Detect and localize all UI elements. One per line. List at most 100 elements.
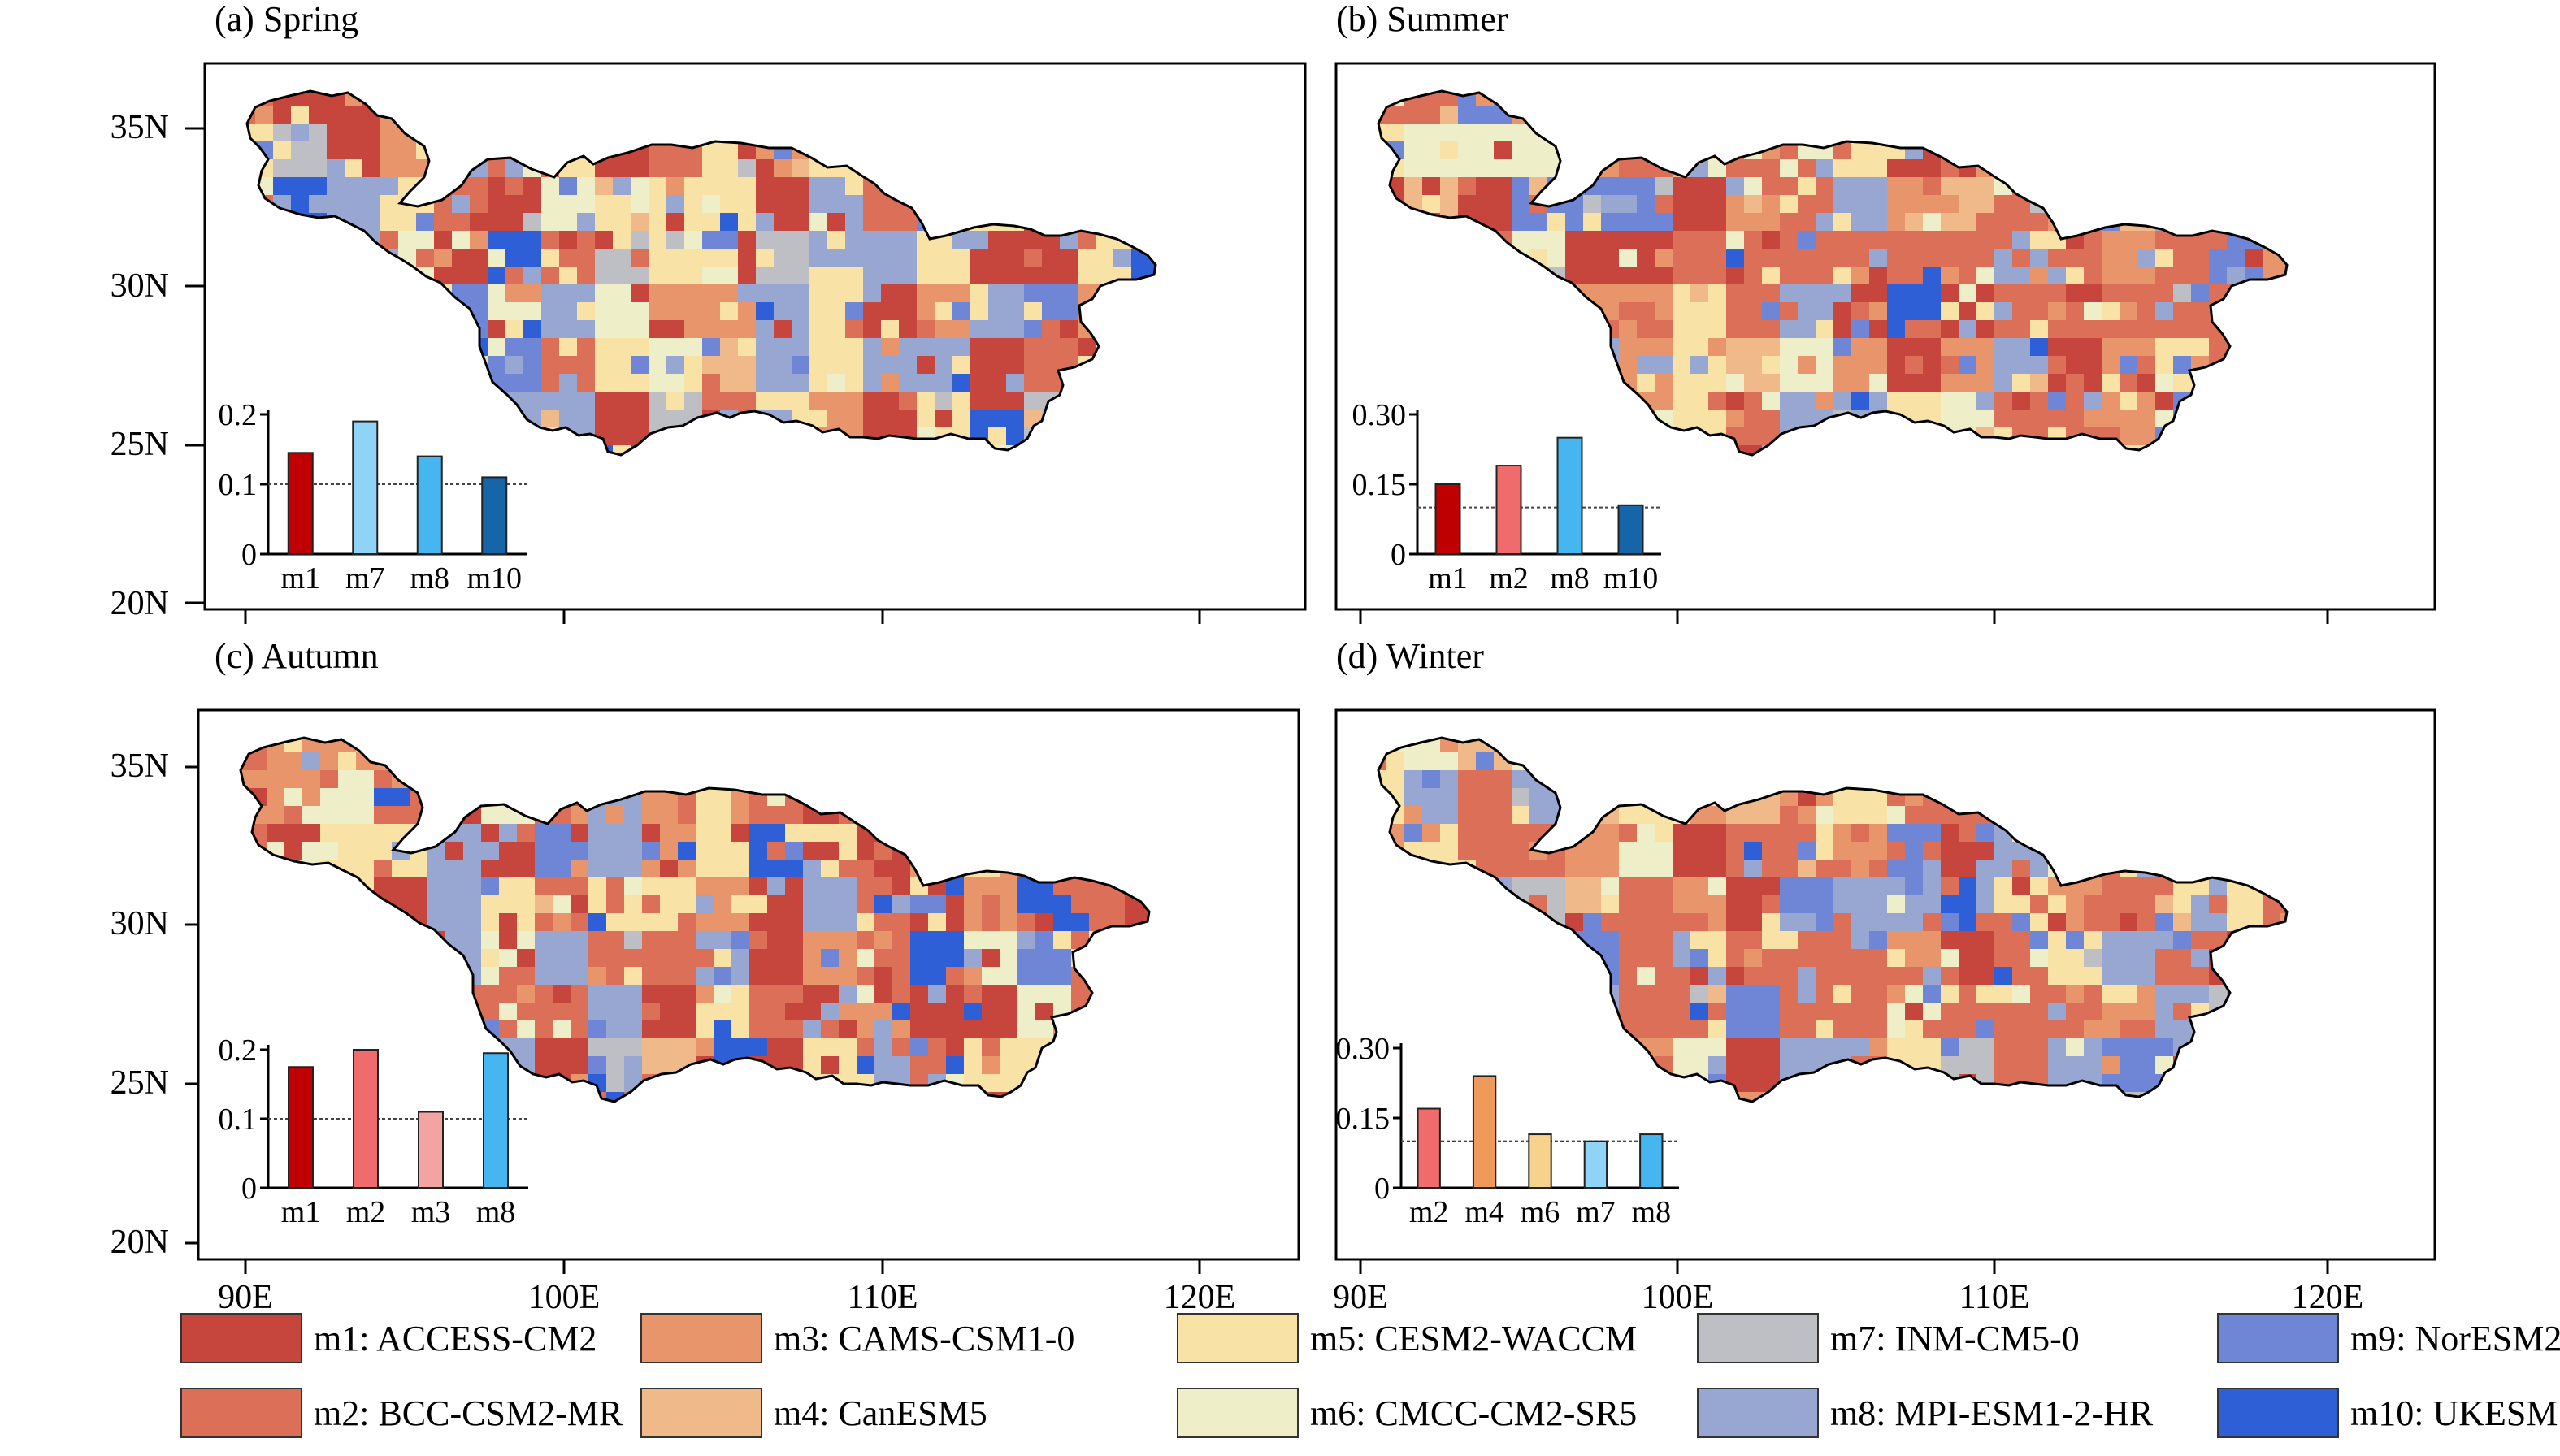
grid-cell (1096, 249, 1114, 267)
grid-cell (2066, 806, 2085, 825)
grid-cell (1994, 738, 2013, 753)
grid-cell (964, 895, 983, 914)
grid-cell (1378, 967, 1387, 986)
grid-cell (2012, 1003, 2031, 1021)
grid-cell (463, 1092, 482, 1102)
grid-cell (1708, 913, 1727, 932)
grid-cell (588, 1056, 607, 1075)
grid-cell (1512, 124, 1530, 142)
grid-cell (803, 824, 822, 843)
grid-cell (463, 824, 482, 843)
grid-cell (935, 320, 953, 339)
grid-cell (249, 949, 267, 968)
grid-cell (1708, 738, 1727, 753)
grid-cell (1851, 806, 1870, 825)
grid-cell (1017, 824, 1036, 843)
grid-cell (1422, 266, 1441, 285)
grid-cell (1378, 338, 1387, 357)
grid-cell (2155, 738, 2174, 753)
grid-cell (267, 824, 285, 843)
grid-cell (1404, 806, 1423, 825)
grid-cell (1780, 1056, 1799, 1075)
grid-cell (2012, 159, 2031, 178)
grid-cell (1494, 824, 1512, 843)
grid-cell (1024, 320, 1043, 339)
grid-cell (1440, 266, 1459, 285)
grid-cell (1976, 788, 1995, 807)
grid-cell (535, 1003, 553, 1021)
grid-cell (649, 320, 667, 339)
grid-cell (398, 320, 417, 339)
grid-cell (1107, 770, 1126, 789)
grid-cell (2066, 752, 2085, 771)
grid-cell (2084, 1020, 2102, 1039)
grid-cell (1887, 231, 1906, 249)
grid-cell (1440, 410, 1459, 428)
grid-cell (1655, 895, 1673, 914)
grid-cell (1378, 860, 1387, 878)
grid-cell (380, 159, 399, 178)
grid-cell (1422, 302, 1441, 321)
grid-cell (284, 842, 303, 860)
grid-cell (1529, 1003, 1548, 1021)
grid-cell (1000, 985, 1018, 1003)
grid-cell (1744, 302, 1763, 321)
grid-cell (678, 806, 696, 825)
grid-cell (1440, 806, 1459, 825)
grid-cell (1959, 985, 1977, 1003)
grid-cell (1601, 931, 1620, 950)
panel-frame-d (1334, 708, 2436, 1261)
grid-cell (803, 931, 822, 950)
grid-cell (2030, 213, 2049, 232)
grid-cell (1637, 374, 1655, 392)
grid-cell (416, 249, 435, 267)
grid-cell (1143, 985, 1149, 1003)
grid-cell (1386, 752, 1405, 771)
grid-cell (247, 374, 256, 392)
grid-cell (881, 410, 900, 428)
grid-cell (1994, 124, 2013, 142)
grid-cell (649, 195, 667, 214)
grid-cell (1113, 249, 1132, 267)
grid-cell (267, 878, 285, 896)
grid-cell (1089, 770, 1108, 789)
grid-cell (2120, 320, 2138, 339)
grid-cell (481, 913, 500, 932)
grid-cell (1619, 410, 1638, 428)
grid-cell (1601, 106, 1620, 124)
grid-cell (1143, 1092, 1149, 1102)
grid-cell (267, 895, 285, 914)
grid-cell (1923, 445, 1942, 455)
grid-cell (1959, 356, 1977, 375)
grid-cell (1816, 913, 1834, 932)
grid-cell (684, 141, 703, 160)
grid-cell (1941, 913, 1959, 932)
grid-cell (1994, 1038, 2013, 1057)
grid-cell (595, 124, 614, 142)
grid-cell (613, 320, 631, 339)
grid-cell (1905, 302, 1924, 321)
grid-cell (1619, 931, 1638, 950)
grid-cell (327, 195, 345, 214)
grid-cell (881, 445, 900, 455)
grid-cell (2084, 1003, 2102, 1021)
grid-cell (2012, 1038, 2031, 1057)
grid-cell (952, 141, 971, 160)
grid-cell (964, 1003, 983, 1021)
grid-cell (2030, 895, 2049, 914)
grid-cell (1386, 356, 1405, 375)
grid-cell (1440, 913, 1459, 932)
grid-cell (1851, 931, 1870, 950)
grid-cell (1494, 1056, 1512, 1075)
grid-cell (1744, 895, 1763, 914)
grid-cell (1440, 231, 1459, 249)
grid-cell (1798, 124, 1816, 142)
grid-cell (917, 427, 935, 446)
grid-cell (1512, 913, 1530, 932)
grid-cell (1673, 106, 1691, 124)
grid-cell (874, 770, 893, 789)
grid-cell (1089, 806, 1108, 825)
grid-cell (666, 106, 685, 124)
grid-cell (809, 195, 828, 214)
legend-item-m3: m3: CAMS-CSM1-0 (640, 1308, 1074, 1368)
